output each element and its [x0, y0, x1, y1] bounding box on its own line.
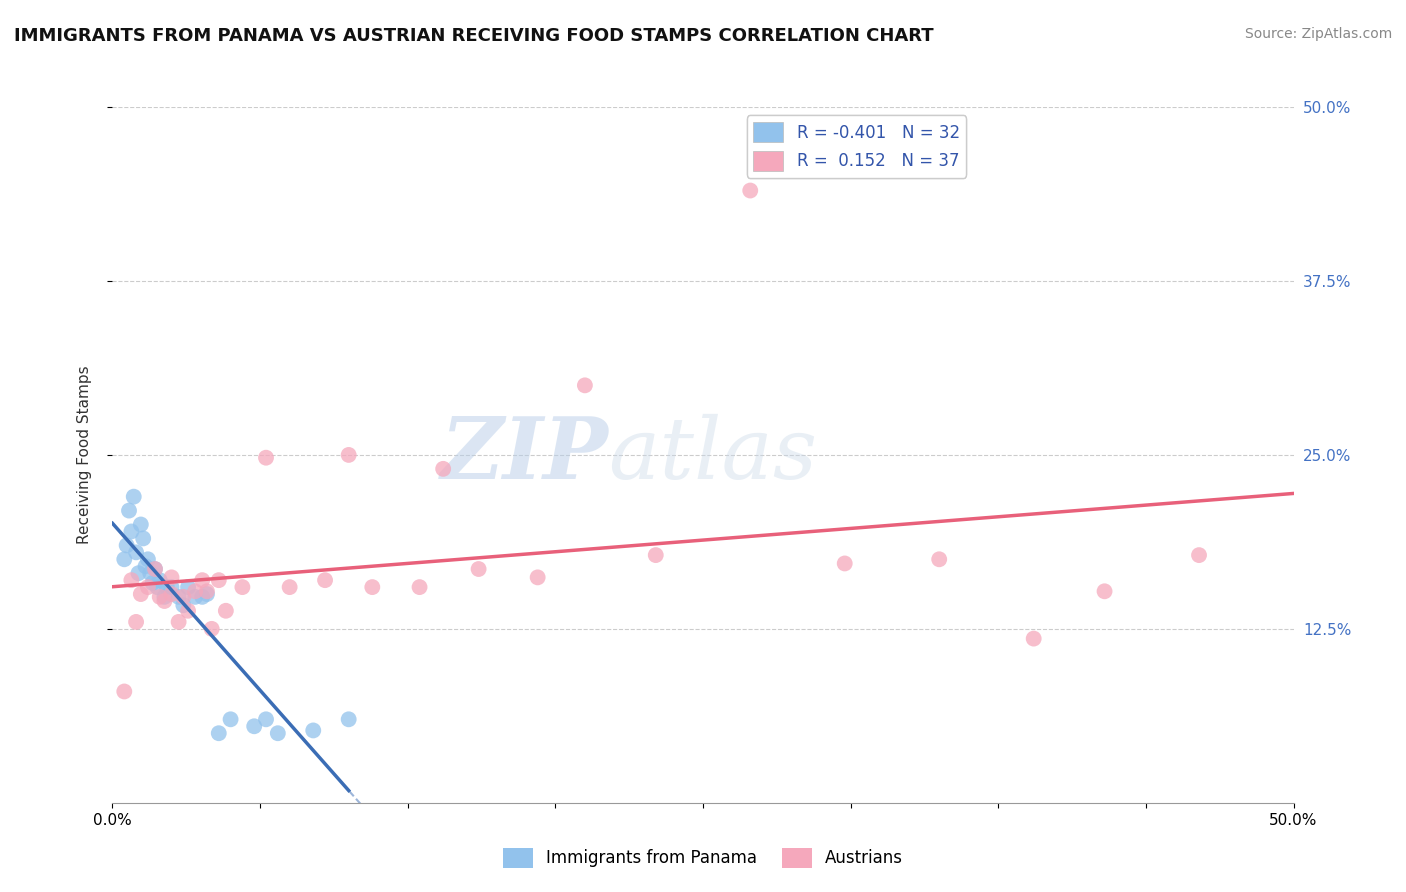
Point: [526, 570, 548, 584]
Point: [215, 604, 238, 618]
Point: [112, 684, 135, 698]
Point: [231, 580, 253, 594]
Point: [135, 559, 157, 574]
Point: [127, 566, 149, 581]
Point: [153, 594, 176, 608]
Point: [254, 712, 277, 726]
Point: [337, 712, 360, 726]
Point: [267, 726, 290, 740]
Point: [139, 566, 162, 581]
Point: [243, 719, 266, 733]
Point: [201, 622, 224, 636]
Point: [1094, 584, 1116, 599]
Text: IMMIGRANTS FROM PANAMA VS AUSTRIAN RECEIVING FOOD STAMPS CORRELATION CHART: IMMIGRANTS FROM PANAMA VS AUSTRIAN RECEI…: [14, 27, 934, 45]
Point: [177, 604, 200, 618]
Point: [195, 587, 218, 601]
Point: [120, 573, 142, 587]
Point: [208, 726, 231, 740]
Y-axis label: Receiving Food Stamps: Receiving Food Stamps: [77, 366, 91, 544]
Point: [125, 545, 148, 559]
Point: [191, 590, 214, 604]
Point: [928, 552, 950, 566]
Text: Source: ZipAtlas.com: Source: ZipAtlas.com: [1244, 27, 1392, 41]
Point: [149, 573, 172, 587]
Legend: Immigrants from Panama, Austrians: Immigrants from Panama, Austrians: [496, 841, 910, 875]
Point: [167, 615, 190, 629]
Point: [172, 590, 194, 604]
Point: [314, 573, 336, 587]
Point: [219, 712, 242, 726]
Point: [834, 557, 856, 571]
Point: [1022, 632, 1045, 646]
Point: [143, 562, 166, 576]
Point: [160, 587, 183, 601]
Point: [142, 576, 165, 591]
Point: [740, 184, 762, 198]
Point: [574, 378, 596, 392]
Point: [302, 723, 325, 738]
Point: [143, 562, 166, 576]
Point: [172, 598, 194, 612]
Point: [337, 448, 360, 462]
Point: [118, 503, 141, 517]
Point: [160, 580, 183, 594]
Point: [208, 573, 231, 587]
Point: [125, 615, 148, 629]
Point: [184, 590, 207, 604]
Point: [432, 462, 454, 476]
Point: [1188, 548, 1211, 562]
Point: [136, 580, 159, 594]
Point: [361, 580, 384, 594]
Point: [156, 580, 179, 594]
Point: [132, 532, 155, 546]
Point: [644, 548, 666, 562]
Point: [195, 584, 218, 599]
Point: [184, 584, 207, 599]
Point: [408, 580, 430, 594]
Point: [129, 587, 152, 601]
Point: [153, 590, 176, 604]
Point: [129, 517, 152, 532]
Point: [177, 580, 200, 594]
Point: [160, 570, 183, 584]
Point: [149, 590, 172, 604]
Point: [191, 573, 214, 587]
Point: [115, 538, 138, 552]
Point: [146, 580, 169, 594]
Text: ZIP: ZIP: [440, 413, 609, 497]
Point: [167, 590, 190, 604]
Point: [112, 552, 135, 566]
Point: [120, 524, 142, 539]
Point: [254, 450, 277, 465]
Point: [278, 580, 301, 594]
Point: [136, 552, 159, 566]
Point: [467, 562, 489, 576]
Point: [122, 490, 145, 504]
Text: atlas: atlas: [609, 414, 818, 496]
Legend: R = -0.401   N = 32, R =  0.152   N = 37: R = -0.401 N = 32, R = 0.152 N = 37: [747, 115, 966, 178]
